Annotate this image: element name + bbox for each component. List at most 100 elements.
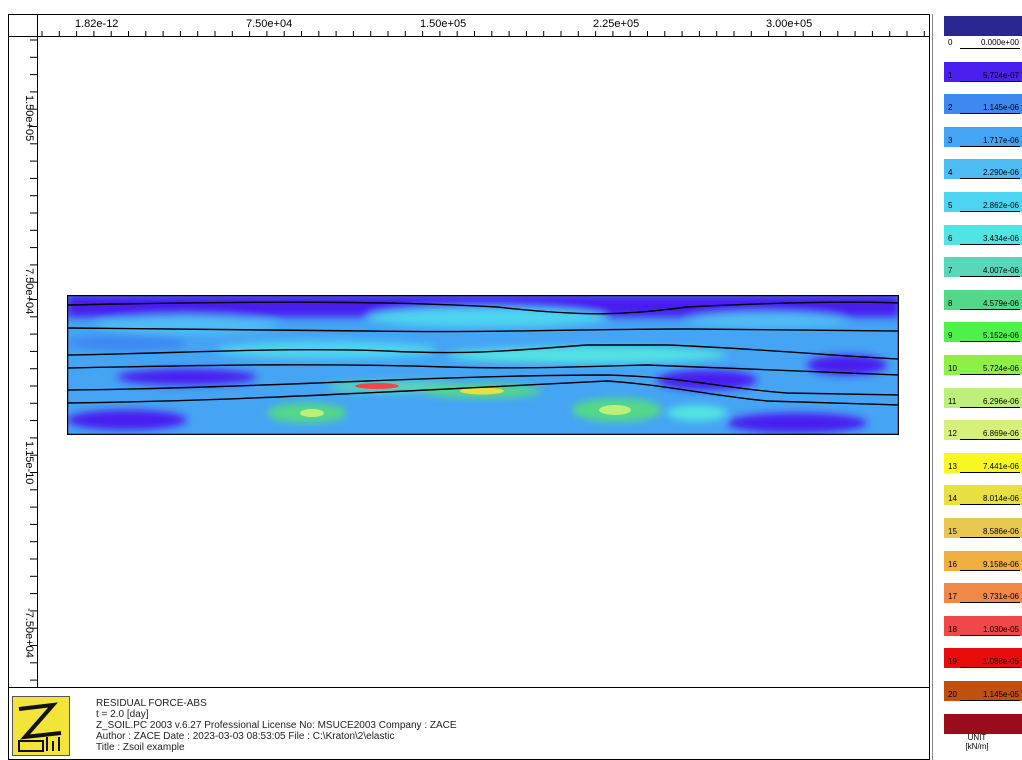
- legend-index: 0: [948, 38, 953, 47]
- legend-value: 5.724e-06: [982, 364, 1019, 373]
- title-info: Title : Zsoil example: [96, 742, 185, 753]
- legend-underline: [960, 471, 1020, 473]
- legend-value: 1.145e-06: [982, 103, 1019, 113]
- legend-index: 3: [948, 135, 953, 145]
- legend-swatch: [944, 159, 1022, 180]
- legend-swatch: [944, 648, 1022, 669]
- legend-swatch: [944, 420, 1022, 441]
- legend-underline: [960, 211, 1020, 212]
- legend-index: 19: [948, 657, 957, 667]
- legend-value: 2.862e-06: [982, 201, 1019, 210]
- legend-swatch: [944, 387, 1022, 408]
- legend-index: 6: [948, 233, 953, 243]
- x-ruler-line: [8, 36, 930, 37]
- result-name: RESIDUAL FORCE-ABS: [96, 698, 207, 709]
- unit-label-units: [kN/m]: [965, 742, 989, 751]
- legend-swatch: [944, 322, 1022, 343]
- legend-underline: [960, 374, 1020, 375]
- program-info: Z_SOIL.PC 2003 v.6.27 Professional Licen…: [96, 720, 457, 731]
- legend-index: 18: [948, 624, 957, 634]
- legend-underline: [960, 700, 1020, 701]
- unit-label: UNIT [kN/m]: [932, 733, 1022, 751]
- contour-hotspot: [355, 383, 399, 389]
- unit-label-text: UNIT: [967, 733, 987, 742]
- legend-index: 13: [948, 461, 957, 471]
- legend-index: 16: [948, 559, 957, 569]
- legend-underline: [960, 667, 1020, 669]
- legend-value: 8.014e-06: [982, 494, 1019, 504]
- legend-index: 15: [948, 527, 957, 536]
- legend-value: 9.158e-06: [982, 559, 1019, 569]
- legend-underline: [960, 178, 1020, 180]
- legend-underline: [960, 243, 1020, 245]
- legend-swatch: [944, 550, 1022, 571]
- legend-underline: [960, 276, 1020, 278]
- legend-index: 11: [948, 396, 957, 406]
- legend-underline: [960, 406, 1020, 408]
- legend-index: 17: [948, 592, 957, 602]
- legend-swatch: [944, 192, 1022, 212]
- zsoil-logo-icon: [12, 696, 70, 756]
- legend-underline: [960, 308, 1020, 310]
- time-step: t = 2.0 [day]: [96, 709, 149, 720]
- legend-swatch: [944, 289, 1022, 310]
- contour-hotspot: [300, 409, 324, 417]
- legend-index: 4: [948, 168, 953, 178]
- legend-swatch: [944, 485, 1022, 506]
- legend-value: 1.717e-06: [982, 135, 1019, 145]
- legend-value: 8.586e-06: [982, 527, 1019, 536]
- legend-swatch: [944, 713, 1022, 734]
- legend-underline: [960, 569, 1020, 571]
- mesh-outline: [67, 295, 899, 435]
- legend-swatch: [944, 126, 1022, 147]
- legend-value: 1.030e-05: [982, 624, 1019, 634]
- legend-underline: [960, 145, 1020, 147]
- legend-underline: [960, 634, 1020, 636]
- legend-swatch: [944, 452, 1022, 473]
- legend-value: 4.007e-06: [982, 266, 1019, 276]
- legend-value: 4.579e-06: [982, 298, 1019, 308]
- contour-hotspot: [460, 387, 504, 395]
- legend-swatch: [944, 615, 1022, 636]
- contour-plot[interactable]: [67, 295, 899, 435]
- legend-underline: [960, 504, 1020, 506]
- legend-index: 7: [948, 266, 953, 276]
- legend-value: 7.441e-06: [982, 461, 1019, 471]
- legend-underline: [960, 48, 1020, 49]
- legend-index: 9: [948, 331, 953, 341]
- legend-swatch: [944, 61, 1022, 82]
- legend-value: 9.731e-06: [982, 592, 1019, 602]
- legend-value: 1.145e-05: [982, 690, 1019, 699]
- legend-value: 6.296e-06: [982, 396, 1019, 406]
- legend-swatch: [944, 257, 1022, 278]
- layer-boundaries: [67, 301, 899, 406]
- legend-index: 14: [948, 494, 957, 504]
- contour-hotspot: [599, 405, 631, 415]
- legend-swatch: [944, 681, 1022, 701]
- legend-swatch: [944, 94, 1022, 115]
- legend-index: 5: [948, 201, 953, 210]
- legend-swatch: [944, 583, 1022, 604]
- legend-index: 20: [948, 690, 957, 699]
- legend-underline: [960, 113, 1020, 115]
- legend-value: 2.290e-06: [982, 168, 1019, 178]
- author-info: Author : ZACE Date : 2023-03-03 08:53:05…: [96, 731, 395, 742]
- legend-index: 2: [948, 103, 953, 113]
- legend-swatch: [944, 224, 1022, 245]
- color-legend[interactable]: 0 0.000e+00 1 5.724e-07 2 1.145e-06 3 1.717e-06…: [932, 14, 1022, 760]
- legend-value: 5.724e-07: [982, 70, 1019, 80]
- legend-index: 12: [948, 429, 957, 439]
- legend-underline: [960, 80, 1020, 82]
- legend-value: 5.152e-06: [982, 331, 1019, 341]
- legend-swatch: [944, 16, 1022, 36]
- legend-index: 10: [948, 364, 957, 373]
- legend-underline: [960, 341, 1020, 343]
- legend-value: 3.434e-06: [982, 233, 1019, 243]
- legend-value: 1.088e-05: [982, 657, 1019, 667]
- legend-underline: [960, 537, 1020, 538]
- legend-swatch: [944, 355, 1022, 375]
- legend-index: 1: [948, 70, 953, 80]
- legend-value: 6.869e-06: [982, 429, 1019, 439]
- legend-underline: [960, 602, 1020, 604]
